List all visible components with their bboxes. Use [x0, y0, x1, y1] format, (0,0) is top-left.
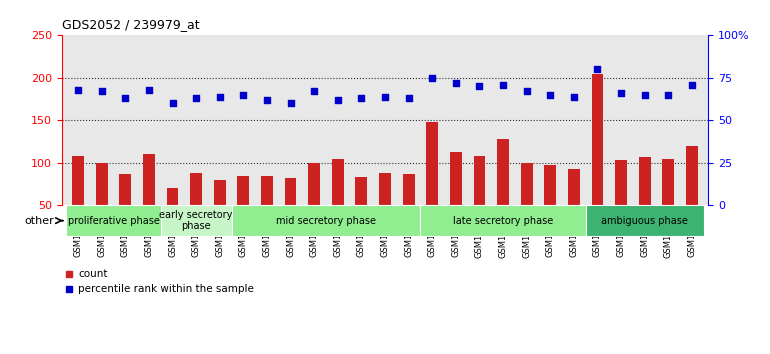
Point — [95, 88, 108, 94]
Point — [284, 101, 296, 106]
Bar — [450, 152, 462, 205]
Bar — [568, 169, 580, 205]
Bar — [474, 156, 485, 205]
Point — [567, 94, 580, 99]
Point — [72, 87, 84, 93]
Point — [474, 84, 486, 89]
Point — [166, 101, 179, 106]
FancyBboxPatch shape — [161, 205, 232, 236]
Bar — [403, 174, 414, 205]
Point — [638, 92, 651, 98]
Text: late secretory phase: late secretory phase — [453, 216, 553, 225]
Point — [355, 96, 367, 101]
Bar — [166, 188, 179, 205]
Point — [662, 92, 675, 98]
Bar — [615, 160, 627, 205]
Bar — [308, 163, 320, 205]
Point — [521, 88, 533, 94]
Bar — [639, 157, 651, 205]
Point — [591, 67, 604, 72]
Bar — [427, 122, 438, 205]
Point — [190, 96, 203, 101]
Bar — [379, 173, 391, 205]
Bar — [356, 177, 367, 205]
Bar — [544, 165, 556, 205]
Point — [308, 88, 320, 94]
Bar — [119, 174, 131, 205]
Bar — [521, 163, 533, 205]
Point — [450, 80, 462, 86]
Point — [142, 87, 155, 93]
Bar — [95, 163, 108, 205]
Point — [213, 94, 226, 99]
Bar — [497, 139, 509, 205]
Point — [379, 94, 391, 99]
Text: GDS2052 / 239979_at: GDS2052 / 239979_at — [62, 18, 199, 31]
Point — [119, 96, 132, 101]
FancyBboxPatch shape — [66, 205, 161, 236]
Bar — [190, 173, 202, 205]
FancyBboxPatch shape — [232, 205, 420, 236]
Point — [403, 96, 415, 101]
Point — [237, 92, 249, 98]
Bar — [591, 74, 604, 205]
Bar — [261, 176, 273, 205]
Legend: count, percentile rank within the sample: count, percentile rank within the sample — [60, 265, 258, 299]
Point — [686, 82, 698, 87]
Text: other: other — [25, 216, 55, 225]
Point — [615, 90, 628, 96]
Bar — [237, 176, 249, 205]
Bar — [214, 180, 226, 205]
Text: early secretory
phase: early secretory phase — [159, 210, 233, 232]
Bar — [143, 154, 155, 205]
Point — [497, 82, 509, 87]
Bar — [662, 159, 675, 205]
Bar — [72, 156, 84, 205]
Bar — [285, 178, 296, 205]
Bar — [332, 159, 343, 205]
Point — [426, 75, 438, 81]
Text: ambiguous phase: ambiguous phase — [601, 216, 688, 225]
Point — [261, 97, 273, 103]
FancyBboxPatch shape — [420, 205, 586, 236]
Text: mid secretory phase: mid secretory phase — [276, 216, 376, 225]
Point — [332, 97, 344, 103]
Bar — [686, 146, 698, 205]
FancyBboxPatch shape — [586, 205, 704, 236]
Text: proliferative phase: proliferative phase — [68, 216, 159, 225]
Point — [544, 92, 557, 98]
